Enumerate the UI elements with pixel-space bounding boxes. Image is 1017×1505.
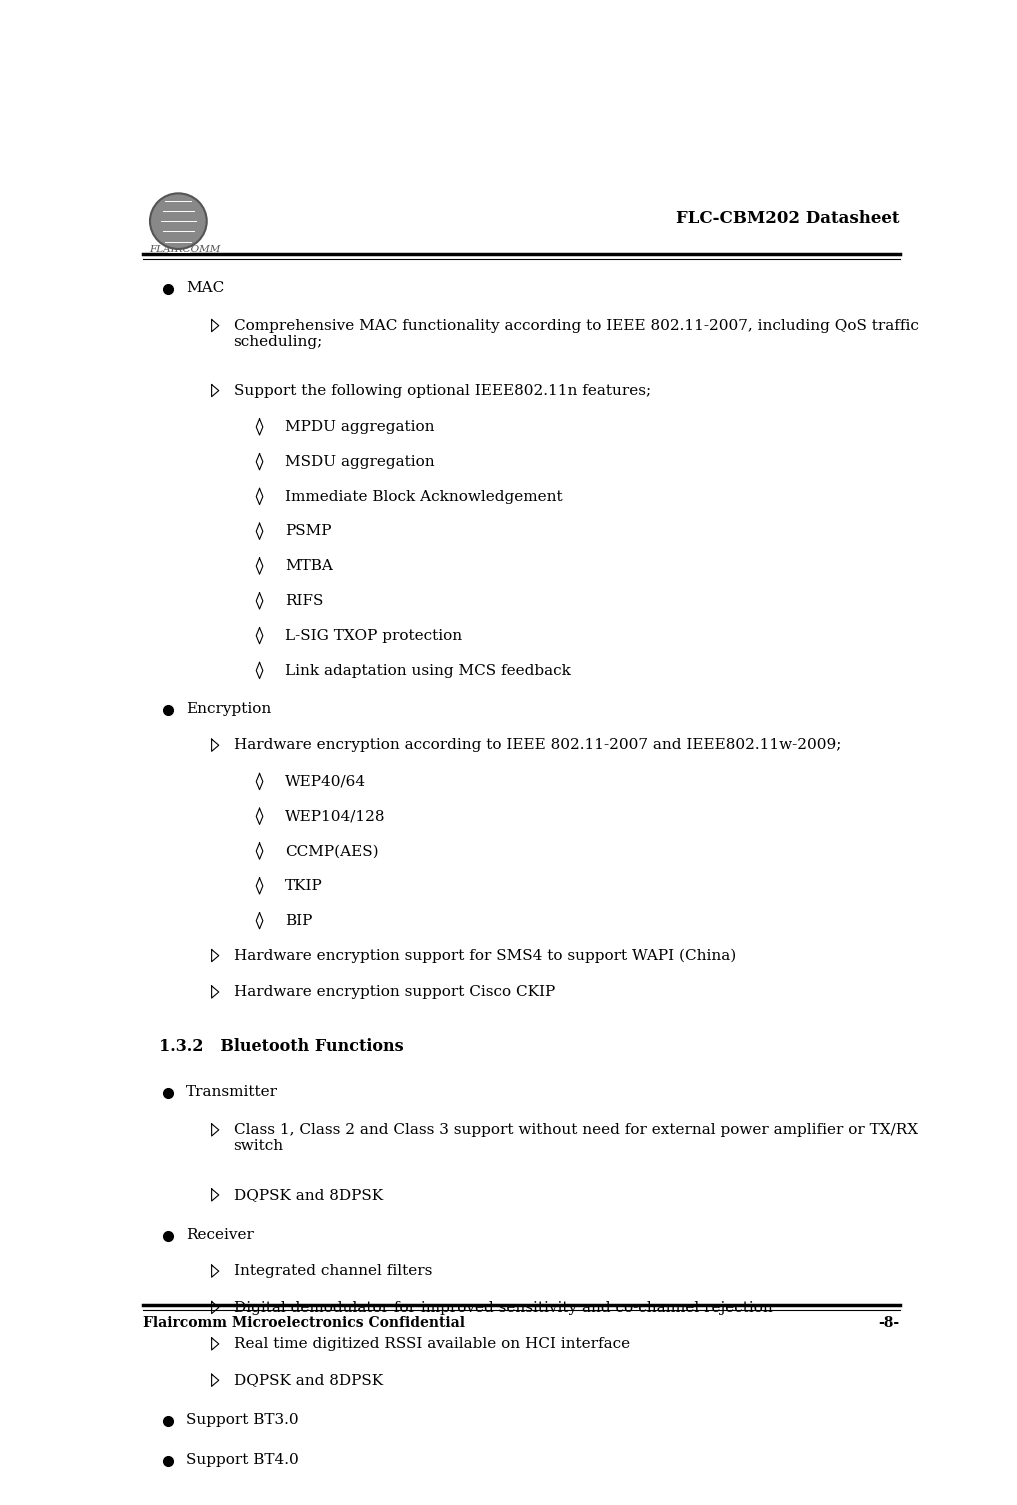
Text: Support BT4.0: Support BT4.0 <box>186 1452 299 1467</box>
Text: MTBA: MTBA <box>285 560 333 573</box>
Text: CCMP(AES): CCMP(AES) <box>285 844 378 858</box>
Text: WEP104/128: WEP104/128 <box>285 810 385 823</box>
Text: RIFS: RIFS <box>285 594 323 608</box>
Text: Hardware encryption support Cisco CKIP: Hardware encryption support Cisco CKIP <box>234 986 555 999</box>
Ellipse shape <box>149 193 206 248</box>
Text: Transmitter: Transmitter <box>186 1085 279 1099</box>
Text: Class 1, Class 2 and Class 3 support without need for external power amplifier o: Class 1, Class 2 and Class 3 support wit… <box>234 1123 917 1153</box>
Text: DQPSK and 8DPSK: DQPSK and 8DPSK <box>234 1187 382 1202</box>
Text: L-SIG TXOP protection: L-SIG TXOP protection <box>285 629 462 643</box>
Text: 1.3.2   Bluetooth Functions: 1.3.2 Bluetooth Functions <box>159 1038 404 1055</box>
Text: Support BT3.0: Support BT3.0 <box>186 1413 299 1427</box>
Text: MAC: MAC <box>186 281 225 295</box>
Text: FLAIRCOMM: FLAIRCOMM <box>149 245 221 254</box>
Text: Comprehensive MAC functionality according to IEEE 802.11-2007, including QoS tra: Comprehensive MAC functionality accordin… <box>234 319 918 349</box>
Text: Real time digitized RSSI available on HCI interface: Real time digitized RSSI available on HC… <box>234 1336 630 1351</box>
Text: DQPSK and 8DPSK: DQPSK and 8DPSK <box>234 1374 382 1388</box>
Text: Hardware encryption support for SMS4 to support WAPI (China): Hardware encryption support for SMS4 to … <box>234 948 735 963</box>
Text: Support the following optional IEEE802.11n features;: Support the following optional IEEE802.1… <box>234 384 651 397</box>
Text: Flaircomm Microelectronics Confidential: Flaircomm Microelectronics Confidential <box>142 1317 465 1330</box>
Text: Integrated channel filters: Integrated channel filters <box>234 1264 432 1278</box>
Text: PSMP: PSMP <box>285 524 332 539</box>
Text: Receiver: Receiver <box>186 1228 254 1242</box>
Text: Link adaptation using MCS feedback: Link adaptation using MCS feedback <box>285 664 571 677</box>
Text: TKIP: TKIP <box>285 879 322 892</box>
Text: MSDU aggregation: MSDU aggregation <box>285 455 434 468</box>
Text: Encryption: Encryption <box>186 701 272 716</box>
Text: Hardware encryption according to IEEE 802.11-2007 and IEEE802.11w-2009;: Hardware encryption according to IEEE 80… <box>234 739 841 752</box>
Text: -8-: -8- <box>879 1317 900 1330</box>
Text: FLC-CBM202 Datasheet: FLC-CBM202 Datasheet <box>676 209 900 227</box>
Text: MPDU aggregation: MPDU aggregation <box>285 420 434 433</box>
Text: WEP40/64: WEP40/64 <box>285 775 366 789</box>
Text: BIP: BIP <box>285 914 312 927</box>
Text: Digital demodulator for improved sensitivity and co-channel rejection: Digital demodulator for improved sensiti… <box>234 1300 772 1314</box>
Text: Immediate Block Acknowledgement: Immediate Block Acknowledgement <box>285 489 562 504</box>
